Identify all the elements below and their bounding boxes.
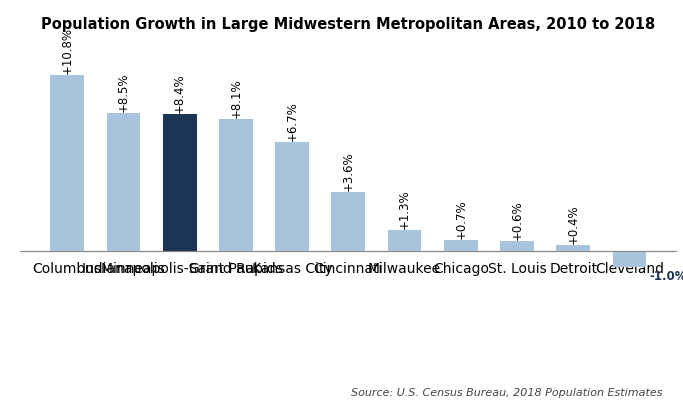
Text: +1.3%: +1.3% — [398, 189, 411, 228]
Bar — [275, 142, 309, 251]
Text: +8.4%: +8.4% — [173, 73, 186, 113]
Bar — [388, 230, 421, 251]
Bar — [444, 240, 477, 251]
Text: +0.4%: +0.4% — [567, 203, 580, 243]
Bar — [613, 251, 646, 268]
Text: -1.0%: -1.0% — [649, 269, 683, 282]
Text: +8.1%: +8.1% — [229, 78, 242, 118]
Bar — [557, 245, 590, 251]
Text: +8.5%: +8.5% — [117, 72, 130, 111]
Bar — [219, 120, 253, 251]
Title: Population Growth in Large Midwestern Metropolitan Areas, 2010 to 2018: Population Growth in Large Midwestern Me… — [41, 17, 656, 32]
Text: +6.7%: +6.7% — [285, 101, 298, 141]
Text: Source: U.S. Census Bureau, 2018 Population Estimates: Source: U.S. Census Bureau, 2018 Populat… — [351, 387, 663, 397]
Bar — [163, 115, 197, 251]
Bar — [51, 76, 84, 251]
Text: +0.6%: +0.6% — [510, 200, 524, 240]
Bar — [331, 193, 365, 251]
Text: +3.6%: +3.6% — [342, 152, 355, 191]
Bar — [107, 113, 140, 251]
Bar — [500, 242, 534, 251]
Text: +0.7%: +0.7% — [454, 198, 467, 238]
Text: +10.8%: +10.8% — [61, 27, 74, 74]
